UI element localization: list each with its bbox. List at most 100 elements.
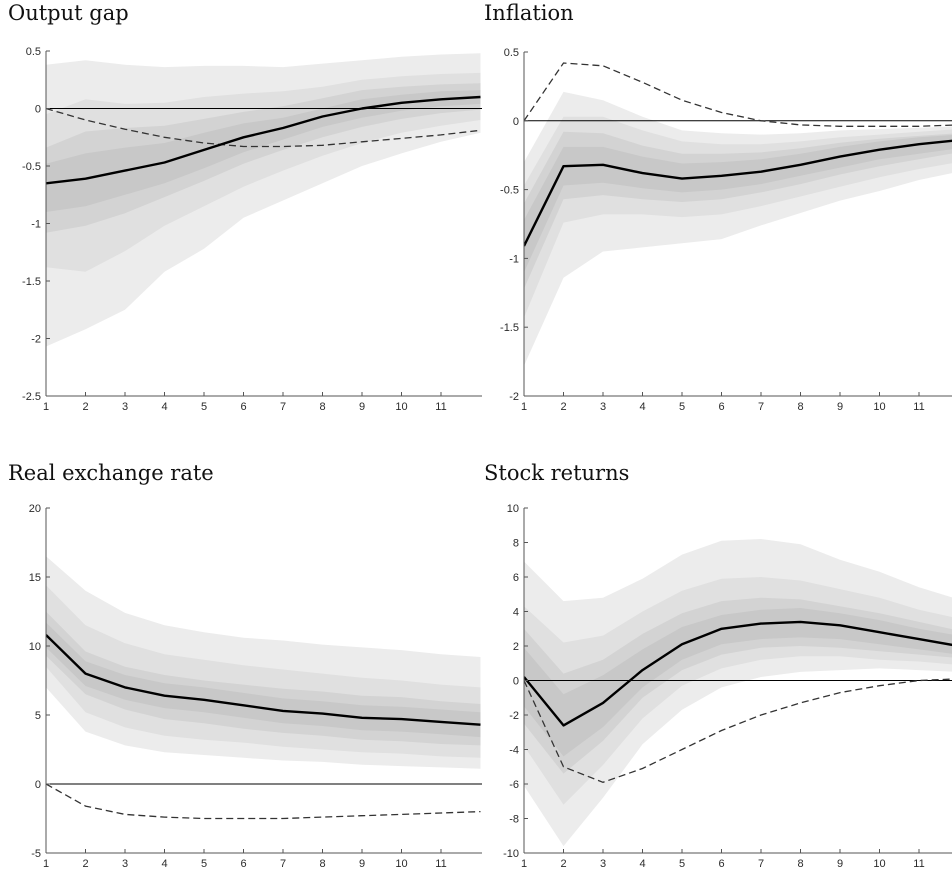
x-tick-label-output-gap: 6 bbox=[240, 401, 246, 413]
y-tick-label-output-gap: -0.5 bbox=[22, 161, 41, 173]
y-tick-label-inflation: 0 bbox=[513, 116, 519, 128]
y-tick-label-output-gap: 0 bbox=[35, 104, 41, 116]
x-tick-label-output-gap: 2 bbox=[82, 401, 88, 413]
y-tick-label-output-gap: -2 bbox=[31, 334, 41, 346]
plot-area-real-exchange-rate bbox=[46, 556, 482, 820]
y-tick-label-stock-returns: -4 bbox=[509, 745, 519, 757]
y-tick-label-stock-returns: 6 bbox=[513, 572, 519, 584]
median-line-real-exchange-rate bbox=[46, 634, 481, 726]
x-tick-label-real-exchange-rate: 7 bbox=[280, 858, 286, 870]
y-tick-label-stock-returns: 4 bbox=[513, 607, 519, 619]
x-tick-label-stock-returns: 2 bbox=[560, 858, 566, 870]
panel-inflation: 0.5 0 -0.5 -1 -1.5 -21 2 3 4 5 6 7 8 9 10 11 bbox=[500, 47, 952, 413]
y-tick-label-stock-returns: 8 bbox=[513, 538, 519, 550]
y-tick-label-real-exchange-rate: 15 bbox=[29, 572, 41, 584]
dashed-line-output-gap bbox=[46, 107, 481, 148]
x-tick-label-inflation: 7 bbox=[758, 401, 764, 413]
x-tick-label-real-exchange-rate: 1 bbox=[43, 858, 49, 870]
panel-output-gap: 0.5 0 -0.5 -1 -1.5 -2 -2.51 2 3 4 5 6 7 8 9 10 11 bbox=[22, 46, 482, 413]
x-tick-label-inflation: 10 bbox=[873, 401, 885, 413]
y-tick-label-output-gap: -1.5 bbox=[22, 276, 41, 288]
band-inner-output-gap bbox=[46, 83, 481, 233]
x-tick-label-stock-returns: 9 bbox=[837, 858, 843, 870]
x-tick-label-real-exchange-rate: 3 bbox=[122, 858, 128, 870]
x-tick-label-output-gap: 1 bbox=[43, 401, 49, 413]
y-tick-label-inflation: -0.5 bbox=[500, 185, 519, 197]
x-tick-label-inflation: 6 bbox=[718, 401, 724, 413]
x-tick-label-inflation: 11 bbox=[913, 401, 924, 413]
y-tick-label-stock-returns: -6 bbox=[509, 779, 519, 791]
panel-title-inflation: Inflation bbox=[484, 1, 574, 25]
x-tick-label-output-gap: 10 bbox=[395, 401, 407, 413]
y-tick-label-inflation: -2 bbox=[509, 391, 519, 403]
x-tick-label-stock-returns: 5 bbox=[679, 858, 685, 870]
y-tick-label-stock-returns: 0 bbox=[513, 676, 519, 688]
x-tick-label-output-gap: 9 bbox=[359, 401, 365, 413]
y-tick-label-inflation: -1.5 bbox=[500, 322, 519, 334]
y-tick-label-output-gap: 0.5 bbox=[26, 46, 41, 58]
y-tick-label-real-exchange-rate: 10 bbox=[29, 641, 41, 653]
median-line-stock-returns bbox=[524, 620, 952, 727]
x-tick-label-inflation: 9 bbox=[837, 401, 843, 413]
dashed-line-stock-returns bbox=[524, 678, 952, 783]
x-tick-label-stock-returns: 7 bbox=[758, 858, 764, 870]
x-tick-label-real-exchange-rate: 9 bbox=[359, 858, 365, 870]
y-tick-label-real-exchange-rate: 20 bbox=[29, 503, 41, 515]
y-tick-label-real-exchange-rate: 0 bbox=[35, 779, 41, 791]
x-tick-label-real-exchange-rate: 6 bbox=[240, 858, 246, 870]
x-tick-label-output-gap: 7 bbox=[280, 401, 286, 413]
panel-title-stock-returns: Stock returns bbox=[484, 461, 630, 485]
y-tick-label-stock-returns: -10 bbox=[503, 848, 519, 860]
y-tick-label-real-exchange-rate: 5 bbox=[35, 710, 41, 722]
x-tick-label-stock-returns: 11 bbox=[913, 858, 924, 870]
x-tick-label-stock-returns: 1 bbox=[521, 858, 527, 870]
y-tick-label-stock-returns: -8 bbox=[509, 814, 519, 826]
x-tick-label-inflation: 8 bbox=[797, 401, 803, 413]
dashed-line-inflation bbox=[524, 62, 952, 127]
plot-area-output-gap bbox=[46, 53, 482, 347]
x-tick-label-real-exchange-rate: 8 bbox=[319, 858, 325, 870]
panel-stock-returns: 10 8 6 4 2 0 -2 -4 -6 -8 -101 2 3 4 5 6 7 8 9 10 11 bbox=[503, 503, 952, 870]
x-tick-label-inflation: 4 bbox=[639, 401, 645, 413]
band-core-real-exchange-rate bbox=[46, 622, 481, 738]
median-line-inflation bbox=[524, 139, 952, 247]
band-core-inflation bbox=[524, 135, 952, 273]
x-tick-label-stock-returns: 6 bbox=[718, 858, 724, 870]
dashed-line-real-exchange-rate bbox=[46, 783, 481, 820]
x-tick-label-inflation: 3 bbox=[600, 401, 606, 413]
x-tick-label-stock-returns: 4 bbox=[639, 858, 645, 870]
x-tick-label-real-exchange-rate: 10 bbox=[395, 858, 407, 870]
median-line-output-gap bbox=[46, 95, 481, 185]
panel-title-real-exchange-rate: Real exchange rate bbox=[8, 461, 214, 485]
x-tick-label-inflation: 5 bbox=[679, 401, 685, 413]
y-tick-label-stock-returns: 10 bbox=[507, 503, 519, 515]
x-tick-label-inflation: 1 bbox=[521, 401, 527, 413]
x-tick-label-output-gap: 3 bbox=[122, 401, 128, 413]
y-tick-label-output-gap: -1 bbox=[31, 219, 41, 231]
y-tick-label-inflation: -1 bbox=[509, 253, 519, 265]
plot-area-inflation bbox=[524, 62, 952, 366]
x-tick-label-output-gap: 8 bbox=[319, 401, 325, 413]
x-tick-label-real-exchange-rate: 2 bbox=[82, 858, 88, 870]
y-tick-label-stock-returns: 2 bbox=[513, 641, 519, 653]
x-tick-label-output-gap: 4 bbox=[161, 401, 167, 413]
x-tick-label-real-exchange-rate: 4 bbox=[161, 858, 167, 870]
x-tick-label-inflation: 2 bbox=[560, 401, 566, 413]
band-core-output-gap bbox=[46, 90, 481, 212]
y-tick-label-inflation: 0.5 bbox=[504, 47, 519, 59]
band-core-stock-returns bbox=[524, 608, 952, 757]
x-tick-label-stock-returns: 10 bbox=[873, 858, 885, 870]
panel-title-output-gap: Output gap bbox=[8, 1, 129, 25]
y-tick-label-stock-returns: -2 bbox=[509, 710, 519, 722]
x-tick-label-real-exchange-rate: 5 bbox=[201, 858, 207, 870]
panel-real-exchange-rate: 20 15 10 5 0 -51 2 3 4 5 6 7 8 9 10 11 bbox=[29, 503, 482, 870]
x-tick-label-stock-returns: 3 bbox=[600, 858, 606, 870]
y-tick-label-output-gap: -2.5 bbox=[22, 391, 41, 403]
band-inner-stock-returns bbox=[524, 597, 952, 774]
x-tick-label-stock-returns: 8 bbox=[797, 858, 803, 870]
x-tick-label-real-exchange-rate: 11 bbox=[435, 858, 446, 870]
x-tick-label-output-gap: 11 bbox=[435, 401, 446, 413]
plot-area-stock-returns bbox=[524, 539, 952, 847]
y-tick-label-real-exchange-rate: -5 bbox=[31, 848, 41, 860]
